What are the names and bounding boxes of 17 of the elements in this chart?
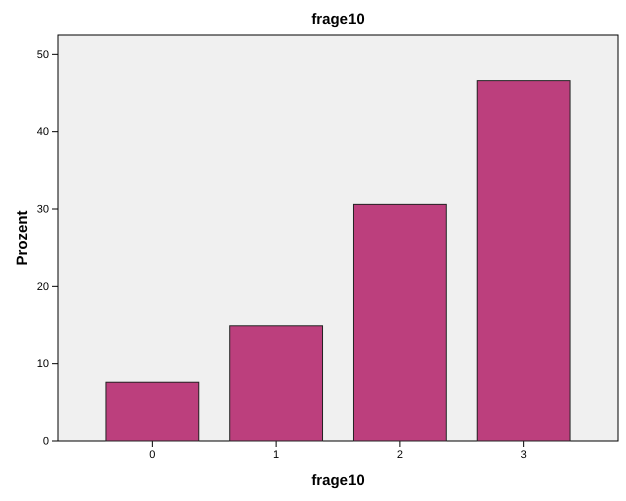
bar	[229, 325, 324, 442]
x-tick-label: 3	[520, 448, 527, 461]
x-axis-title: frage10	[311, 472, 365, 489]
y-tick-label: 40	[36, 126, 49, 138]
bar	[105, 382, 200, 442]
y-tick-label: 0	[42, 436, 49, 448]
bar	[352, 204, 447, 442]
x-tick-label: 0	[149, 448, 156, 461]
y-axis-title: Prozent	[14, 210, 31, 266]
y-tick-label: 20	[36, 280, 49, 293]
bar	[476, 80, 571, 442]
x-tick-label: 2	[396, 448, 403, 461]
y-tick-label: 10	[36, 358, 49, 370]
y-tick-label: 30	[36, 204, 49, 216]
y-tick-label: 50	[36, 48, 49, 61]
chart-title: frage10	[311, 11, 365, 28]
x-tick-label: 1	[273, 448, 280, 461]
